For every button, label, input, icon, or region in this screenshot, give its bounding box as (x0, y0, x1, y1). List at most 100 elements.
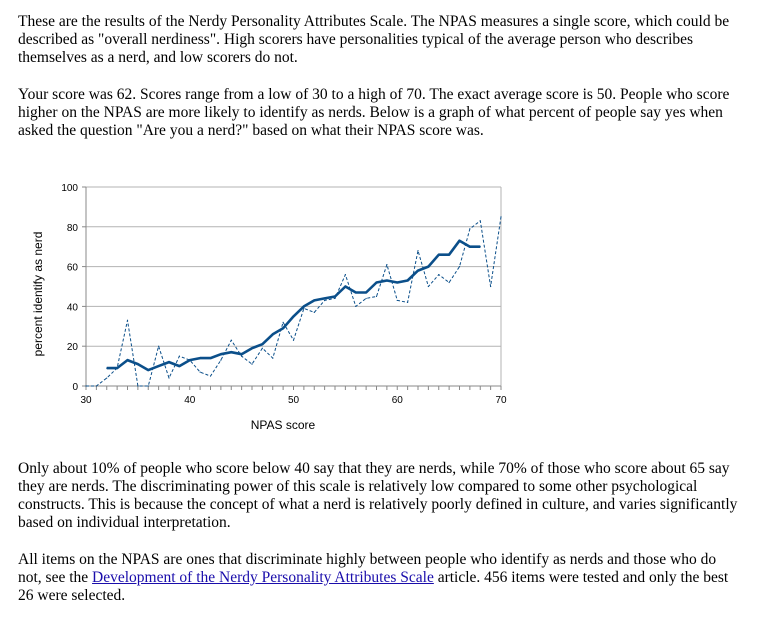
raw-percent-line (86, 216, 502, 387)
chart-tick-labels: 0 20 40 60 80 100 30 40 50 60 70 (61, 183, 507, 406)
smoothed-data-point (355, 291, 357, 294)
smoothed-data-point (448, 254, 450, 256)
raw-data-point (199, 371, 201, 373)
x-tick-label: 60 (392, 395, 404, 406)
raw-data-point (251, 363, 253, 365)
smoothed-data-point (220, 353, 222, 355)
raw-data-point (500, 216, 502, 218)
smoothed-data-point (313, 299, 315, 302)
smoothed-data-point (272, 333, 274, 335)
raw-data-point (272, 357, 274, 359)
smoothed-data-point (168, 361, 170, 363)
smoothed-data-point (396, 281, 398, 284)
smoothed-data-point (241, 353, 243, 355)
x-tick-label: 70 (495, 395, 507, 406)
y-tick-label: 80 (67, 223, 79, 234)
raw-data-point (355, 305, 357, 307)
smoothed-data-point (282, 327, 284, 329)
smoothed-data-point (375, 281, 378, 284)
raw-data-point (427, 285, 429, 288)
raw-data-point (375, 295, 378, 298)
raw-data-point (241, 355, 243, 357)
smoothed-data-point (158, 365, 160, 367)
chart-gridlines (86, 186, 501, 387)
y-tick-label: 20 (67, 342, 79, 353)
y-tick-label: 40 (67, 302, 79, 313)
smoothed-data-point (365, 291, 367, 294)
npas-chart: 0 20 40 60 80 100 30 40 50 60 70 percent identify … (31, 183, 507, 432)
development-article-link[interactable]: Development of the Nerdy Personality Att… (92, 569, 434, 586)
interpretation-paragraph: Only about 10% of people who score below… (18, 460, 738, 531)
raw-data-point (365, 297, 367, 300)
smoothed-data-point (230, 351, 232, 353)
raw-data-point (313, 311, 315, 313)
raw-data-point (292, 339, 295, 341)
smoothed-data-point (199, 357, 201, 359)
smoothed-data-point (209, 357, 212, 359)
smoothed-data-point (261, 343, 263, 345)
development-paragraph: All items on the NPAS are ones that disc… (18, 551, 743, 605)
y-tick-label: 0 (72, 382, 78, 393)
smoothed-data-point (469, 246, 471, 248)
smoothed-data-point (116, 367, 118, 369)
raw-data-point (490, 285, 492, 288)
raw-data-point (126, 319, 129, 321)
smoothed-percent-line (106, 239, 481, 372)
smoothed-data-point (344, 285, 346, 288)
chart-axes (82, 186, 502, 390)
intro-paragraph: These are the results of the Nerdy Perso… (18, 13, 730, 66)
raw-data-point (344, 273, 346, 276)
smoothed-data-point (147, 369, 149, 371)
smoothed-data-point (292, 315, 295, 317)
raw-data-point (417, 250, 419, 252)
raw-data-point (407, 301, 409, 304)
raw-data-point (479, 220, 481, 222)
smoothed-data-point (137, 363, 139, 365)
x-tick-label: 30 (80, 395, 92, 406)
smoothed-data-point (458, 240, 461, 242)
raw-data-point (137, 385, 139, 387)
raw-data-point (85, 385, 87, 387)
chart-series (85, 216, 502, 387)
raw-data-point (386, 264, 388, 266)
smoothed-data-point (427, 266, 429, 268)
raw-data-point (230, 339, 232, 341)
x-axis-label: NPAS score (251, 418, 316, 432)
smoothed-data-point (407, 279, 409, 282)
development-text-after: article. 456 items were tested and only … (18, 569, 729, 604)
raw-data-point (220, 359, 222, 361)
smoothed-data-point (386, 279, 388, 282)
raw-data-point (209, 375, 212, 377)
raw-data-point (458, 266, 461, 268)
x-tick-label: 50 (288, 395, 300, 406)
smoothed-data-point (417, 269, 419, 272)
smoothed-data-point (324, 297, 326, 300)
raw-data-point (147, 385, 149, 387)
raw-data-point (106, 377, 108, 379)
raw-data-point (158, 345, 160, 347)
raw-data-point (282, 321, 284, 323)
smoothed-data-point (251, 347, 253, 349)
smoothed-data-point (479, 246, 481, 248)
smoothed-data-point (438, 254, 440, 256)
raw-data-point (261, 347, 263, 349)
raw-data-point (324, 299, 326, 302)
raw-data-point (438, 273, 440, 276)
raw-data-point (178, 355, 180, 357)
smoothed-data-point (334, 295, 336, 298)
smoothed-data-point (126, 359, 129, 361)
smoothed-data-point (303, 305, 305, 307)
raw-data-point (334, 297, 336, 300)
smoothed-data-point (178, 365, 180, 367)
development-text-before: All items on the NPAS are ones that disc… (18, 551, 717, 586)
raw-data-point (469, 228, 471, 230)
y-tick-label: 100 (61, 183, 78, 194)
raw-data-point (95, 385, 97, 387)
raw-data-point (396, 299, 398, 302)
y-axis-label: percent identify as nerd (31, 232, 45, 357)
smoothed-data-point (189, 359, 191, 361)
y-tick-label: 60 (67, 263, 79, 274)
raw-data-point (168, 377, 170, 379)
score-paragraph: Your score was 62. Scores range from a l… (18, 86, 730, 139)
x-tick-label: 40 (184, 395, 196, 406)
